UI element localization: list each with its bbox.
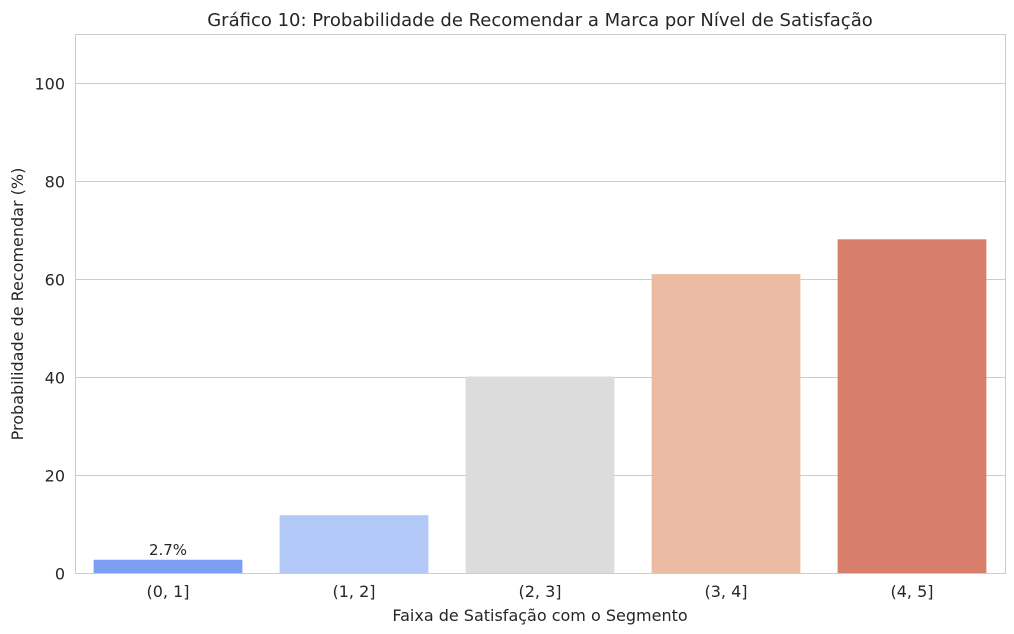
data-labels: 2.7% <box>149 541 187 559</box>
bar <box>837 239 987 573</box>
bars <box>93 239 987 573</box>
y-tick-label: 100 <box>34 75 65 94</box>
y-tick-label: 60 <box>45 271 65 290</box>
plot-frame <box>75 34 1006 574</box>
x-tick-label: (1, 2] <box>332 582 375 601</box>
x-tick-label: (3, 4] <box>704 582 747 601</box>
chart-title: Gráfico 10: Probabilidade de Recomendar … <box>207 10 873 31</box>
x-axis-ticks: (0, 1] (1, 2] (2, 3] (3, 4] (4, 5] <box>146 582 933 601</box>
x-tick-label: (4, 5] <box>890 582 933 601</box>
y-tick-label: 80 <box>45 173 65 192</box>
bar <box>93 559 243 573</box>
data-label: 2.7% <box>149 541 187 559</box>
y-axis-label: Probabilidade de Recomendar (%) <box>8 168 27 441</box>
bar <box>465 376 615 573</box>
y-tick-label: 40 <box>45 369 65 388</box>
bar <box>279 515 429 573</box>
x-tick-label: (2, 3] <box>518 582 561 601</box>
y-axis-ticks: 0 20 40 60 80 100 <box>34 75 65 584</box>
x-tick-label: (0, 1] <box>146 582 189 601</box>
bar <box>651 274 801 573</box>
y-tick-label: 20 <box>45 467 65 486</box>
x-axis-label: Faixa de Satisfação com o Segmento <box>392 606 687 625</box>
y-tick-label: 0 <box>55 565 65 584</box>
